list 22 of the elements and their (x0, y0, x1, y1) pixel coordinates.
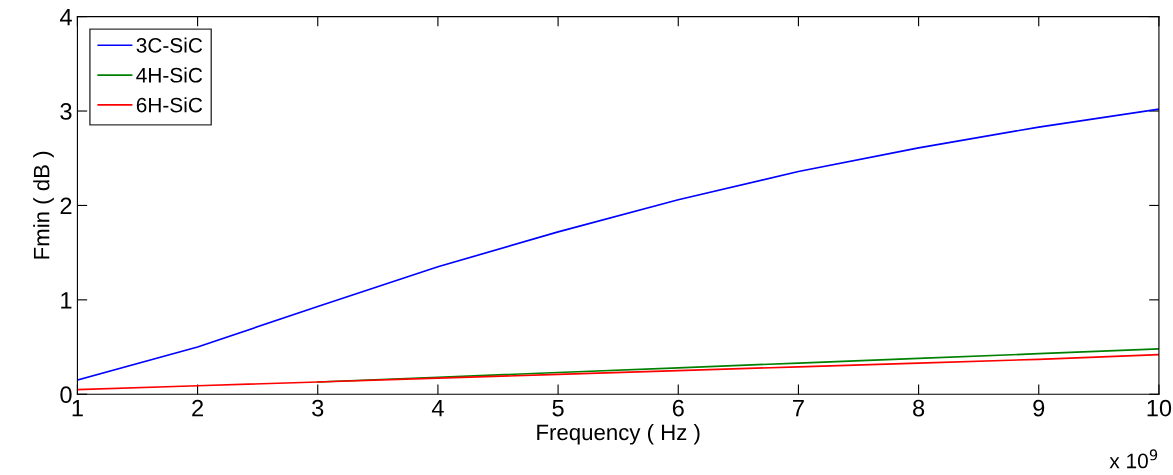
legend-label: 4H-SiC (136, 67, 203, 83)
x-tick-label: 7 (793, 399, 804, 417)
x-tick-label: 2 (192, 399, 203, 417)
x-tick-label: 3 (312, 399, 324, 417)
text: x 10$^{9}$ (1109, 449, 1158, 469)
x-tick-label: 1 (72, 399, 83, 417)
line-series (77, 353, 1159, 391)
y-axis-title: Fmin ( dB ) (33, 151, 54, 259)
y-tick-label: 0 (60, 386, 72, 404)
x-tick-label: 5 (552, 399, 564, 417)
y-tick-label: 4 (59, 8, 72, 26)
x-axis-title: Frequency ( Hz ) (537, 423, 700, 445)
y-tick-label: 1 (61, 292, 72, 309)
legend-label: 3C-SiC (136, 37, 203, 53)
legend-label: 6H-SiC (136, 97, 203, 113)
x-tick-label: 8 (913, 399, 925, 417)
x-tick-label: 4 (431, 399, 444, 417)
x-tick-label: 9 (1033, 399, 1045, 417)
x-tick-label: 6 (672, 399, 684, 417)
y-tick-label: 2 (60, 197, 72, 214)
x-tick-label: 10 (1147, 399, 1172, 417)
y-tick-label: 3 (60, 103, 72, 120)
